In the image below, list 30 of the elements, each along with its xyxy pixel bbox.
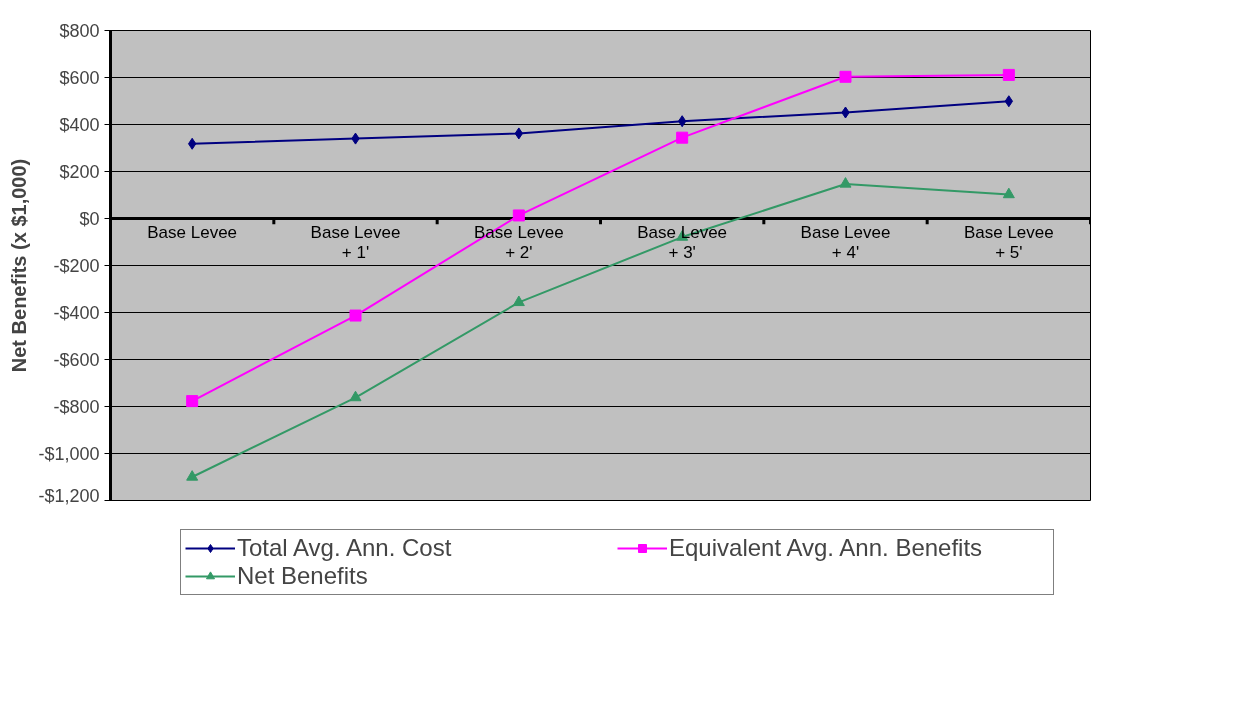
y-tick-label: $400: [59, 114, 100, 135]
y-tick-label: -$800: [53, 396, 100, 417]
point: [512, 209, 525, 222]
y-tick-label: -$400: [53, 302, 100, 323]
y-tick-label: $200: [59, 161, 100, 182]
point: [1002, 68, 1015, 81]
point: [349, 390, 362, 402]
x-tick-label: Base Levee + 1': [310, 222, 401, 263]
y-tick-label: -$1,200: [38, 485, 100, 506]
legend-label: Net Benefits: [237, 562, 369, 590]
y-tick-label: -$600: [53, 349, 100, 370]
legend-label: Equivalent Avg. Ann. Benefits: [669, 534, 984, 562]
y-tick-label: $800: [59, 20, 100, 41]
y-axis-title: Net Benefits (x $1,000): [8, 158, 31, 373]
y-tick-label: -$200: [53, 255, 100, 276]
point: [676, 131, 689, 144]
point: [349, 309, 362, 322]
point: [186, 395, 199, 408]
point: [839, 177, 852, 188]
y-tick-label: -$1,000: [38, 443, 100, 464]
x-tick-label: Base Levee: [147, 222, 238, 242]
y-tick-label: $0: [79, 208, 100, 229]
point: [839, 70, 852, 83]
point: [1002, 187, 1015, 199]
x-tick-label: Base Levee + 4': [800, 222, 891, 263]
point: [512, 295, 525, 307]
legend-label: Total Avg. Ann. Cost: [237, 534, 453, 562]
x-tick-label: Base Levee + 5': [963, 222, 1054, 263]
point: [186, 470, 199, 481]
y-tick-label: $600: [59, 67, 100, 88]
